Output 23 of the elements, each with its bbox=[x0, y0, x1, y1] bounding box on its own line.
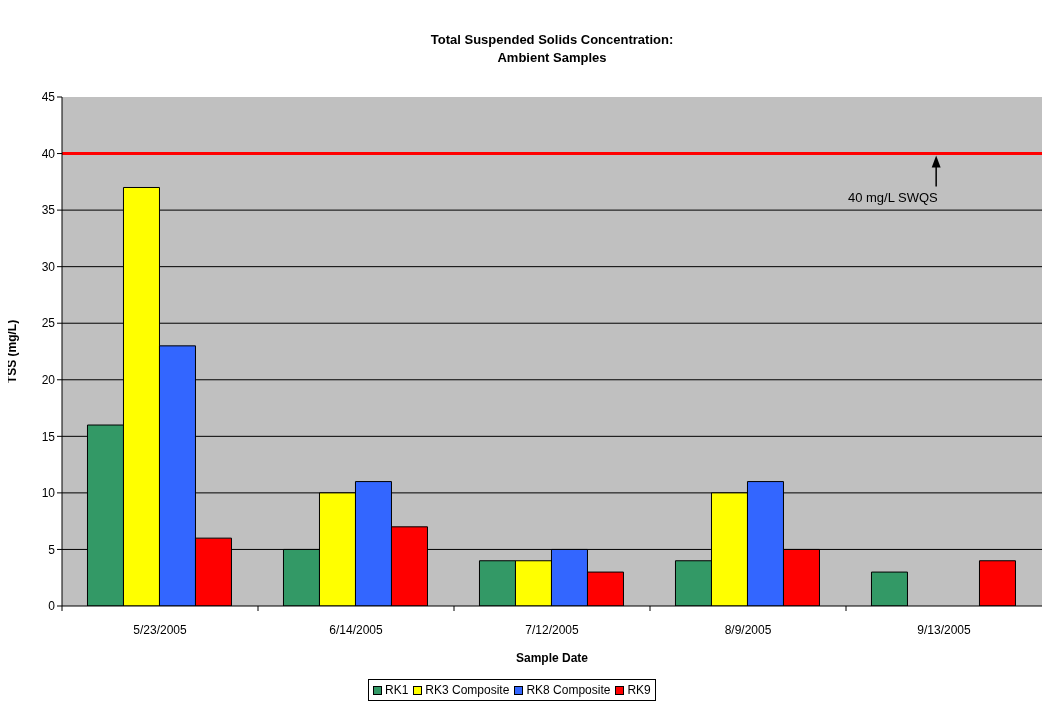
x-tick-label: 7/12/2005 bbox=[525, 622, 580, 637]
y-tick-label: 0 bbox=[48, 599, 56, 614]
x-tick-label: 8/9/2005 bbox=[724, 622, 772, 637]
x-tick-label: 9/13/2005 bbox=[917, 622, 972, 637]
x-tick-label: 6/14/2005 bbox=[329, 622, 384, 637]
legend-label: RK9 bbox=[627, 683, 651, 697]
y-tick-label: 40 bbox=[41, 146, 56, 161]
chart-title: Total Suspended Solids Concentration: Ambient Samples bbox=[429, 31, 675, 67]
x-tick-label: 5/23/2005 bbox=[133, 622, 188, 637]
y-tick-label: 35 bbox=[41, 203, 56, 218]
y-axis-title: TSS (mg/L) bbox=[5, 319, 20, 384]
legend-label: RK3 Composite bbox=[425, 683, 510, 697]
legend-label: RK1 bbox=[385, 683, 409, 697]
y-tick-label: 30 bbox=[41, 259, 56, 274]
y-tick-label: 5 bbox=[48, 542, 56, 557]
y-tick-label: 25 bbox=[41, 316, 56, 331]
y-tick-label: 10 bbox=[41, 486, 56, 501]
y-tick-label: 45 bbox=[41, 90, 56, 105]
y-tick-label: 15 bbox=[41, 429, 56, 444]
y-tick-label: 20 bbox=[41, 373, 56, 388]
x-axis-title: Sample Date bbox=[515, 651, 589, 665]
legend-label: RK8 Composite bbox=[526, 683, 611, 697]
ref-line-label: 40 mg/L SWQS bbox=[847, 189, 939, 205]
